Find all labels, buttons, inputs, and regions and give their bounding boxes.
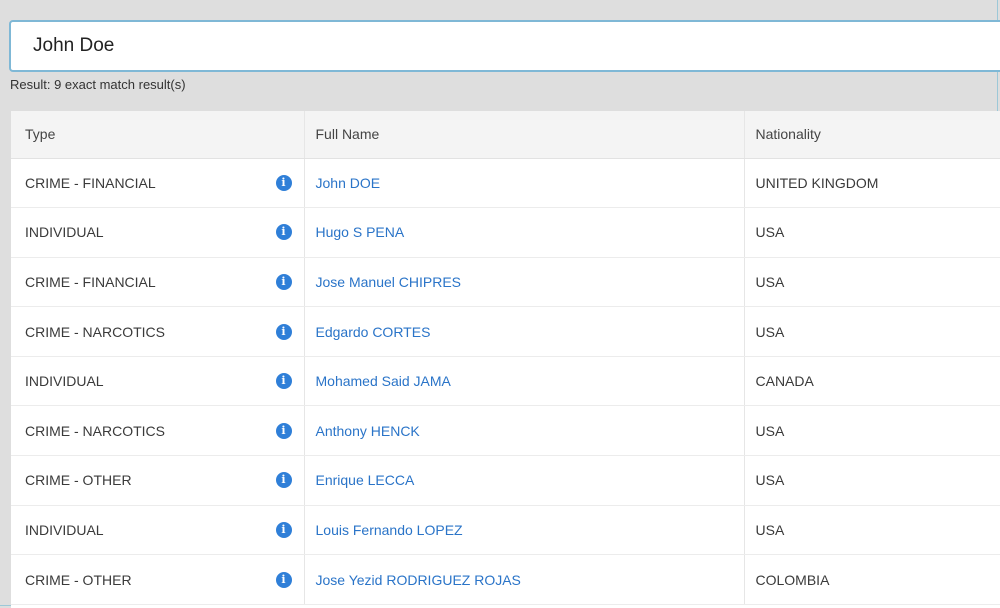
header-nationality[interactable]: Nationality	[743, 111, 1000, 159]
info-icon[interactable]: i	[275, 224, 292, 241]
table-row[interactable]: CRIME - OTHER i Jose Yezid RODRIGUEZ ROJAS…	[11, 554, 1000, 605]
nationality-cell: USA	[743, 257, 1000, 308]
table-row[interactable]: INDIVIDUAL i Louis Fernando LOPEZ USA	[11, 505, 1000, 556]
nationality-cell: USA	[743, 306, 1000, 357]
nationality-cell: USA	[743, 455, 1000, 506]
full-name-cell: Enrique LECCA	[303, 455, 744, 506]
search-input[interactable]	[11, 22, 1000, 70]
type-cell: INDIVIDUAL i	[11, 207, 304, 258]
info-icon[interactable]: i	[275, 472, 292, 489]
type-cell: CRIME - FINANCIAL i	[11, 257, 304, 308]
type-cell: INDIVIDUAL i	[11, 356, 304, 407]
results-table: Type Full Name Nationality CRIME - FINAN…	[11, 111, 1000, 605]
type-label: INDIVIDUAL	[25, 373, 104, 390]
table-row[interactable]: CRIME - NARCOTICS i Anthony HENCK USA	[11, 405, 1000, 457]
info-icon[interactable]: i	[275, 373, 292, 390]
info-icon[interactable]: i	[275, 273, 292, 290]
table-row[interactable]: INDIVIDUAL i Mohamed Said JAMA CANADA	[11, 356, 1000, 407]
table-header-row: Type Full Name Nationality	[11, 111, 1000, 159]
full-name-cell: Louis Fernando LOPEZ	[303, 505, 744, 556]
full-name-link[interactable]: Jose Manuel CHIPRES	[315, 273, 462, 290]
header-full-name[interactable]: Full Name	[303, 111, 744, 159]
type-label: CRIME - NARCOTICS	[25, 323, 165, 340]
full-name-link[interactable]: Jose Yezid RODRIGUEZ ROJAS	[315, 571, 521, 588]
info-icon[interactable]: i	[275, 422, 292, 439]
type-label: CRIME - FINANCIAL	[25, 273, 156, 290]
full-name-link[interactable]: Anthony HENCK	[315, 422, 420, 439]
full-name-cell: Edgardo CORTES	[303, 306, 744, 357]
type-cell: CRIME - FINANCIAL i	[11, 158, 304, 209]
type-label: CRIME - OTHER	[25, 571, 132, 588]
full-name-link[interactable]: Edgardo CORTES	[315, 323, 431, 340]
table-row[interactable]: CRIME - FINANCIAL i John DOE UNITED KINGDOM	[11, 158, 1000, 209]
full-name-link[interactable]: Mohamed Said JAMA	[315, 373, 451, 390]
full-name-link[interactable]: John DOE	[315, 174, 381, 191]
type-cell: CRIME - OTHER i	[11, 455, 304, 506]
type-label: CRIME - NARCOTICS	[25, 422, 165, 439]
full-name-cell: John DOE	[303, 158, 744, 209]
info-icon[interactable]: i	[275, 521, 292, 538]
info-icon[interactable]: i	[275, 571, 292, 588]
nationality-cell: UNITED KINGDOM	[743, 158, 1000, 209]
table-row[interactable]: INDIVIDUAL i Hugo S PENA USA	[11, 207, 1000, 258]
full-name-link[interactable]: Hugo S PENA	[315, 224, 405, 241]
type-cell: CRIME - NARCOTICS i	[11, 405, 304, 457]
nationality-cell: USA	[743, 405, 1000, 457]
full-name-cell: Jose Yezid RODRIGUEZ ROJAS	[303, 554, 744, 605]
type-label: CRIME - FINANCIAL	[25, 174, 156, 191]
type-label: INDIVIDUAL	[25, 521, 104, 538]
type-cell: CRIME - NARCOTICS i	[11, 306, 304, 357]
nationality-cell: USA	[743, 505, 1000, 556]
result-count-text: Result: 9 exact match result(s)	[10, 77, 186, 92]
table-row[interactable]: CRIME - NARCOTICS i Edgardo CORTES USA	[11, 306, 1000, 357]
info-icon[interactable]: i	[275, 323, 292, 340]
type-label: INDIVIDUAL	[25, 224, 104, 241]
full-name-link[interactable]: Enrique LECCA	[315, 472, 415, 489]
info-icon[interactable]: i	[275, 174, 292, 191]
full-name-cell: Anthony HENCK	[303, 405, 744, 457]
header-type[interactable]: Type	[11, 111, 304, 159]
full-name-cell: Jose Manuel CHIPRES	[303, 257, 744, 308]
type-label: CRIME - OTHER	[25, 472, 132, 489]
nationality-cell: COLOMBIA	[743, 554, 1000, 605]
results-table-container: Type Full Name Nationality CRIME - FINAN…	[11, 111, 1000, 608]
nationality-cell: USA	[743, 207, 1000, 258]
full-name-link[interactable]: Louis Fernando LOPEZ	[315, 521, 463, 538]
type-cell: CRIME - OTHER i	[11, 554, 304, 605]
table-row[interactable]: CRIME - OTHER i Enrique LECCA USA	[11, 455, 1000, 506]
table-row[interactable]: CRIME - FINANCIAL i Jose Manuel CHIPRES USA	[11, 257, 1000, 308]
type-cell: INDIVIDUAL i	[11, 505, 304, 556]
search-box	[9, 20, 1000, 72]
nationality-cell: CANADA	[743, 356, 1000, 407]
full-name-cell: Hugo S PENA	[303, 207, 744, 258]
full-name-cell: Mohamed Said JAMA	[303, 356, 744, 407]
